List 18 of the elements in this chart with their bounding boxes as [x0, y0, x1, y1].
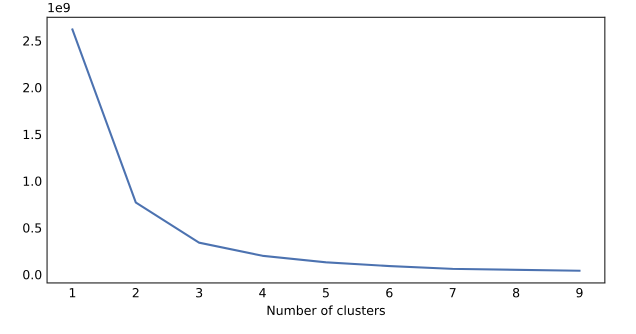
x-tick-label: 2 [132, 288, 139, 298]
y-tick-label: 1.0 [24, 176, 42, 186]
x-axis-title: Number of clusters [268, 305, 385, 316]
text: 1e9 [48, 2, 70, 12]
x-tick-label: 3 [196, 288, 202, 298]
y-tick-label: 2.5 [23, 36, 42, 46]
x-tick-label: 1 [70, 288, 76, 298]
x-tick-label: 9 [576, 288, 583, 298]
y-tick-label: 0.5 [23, 223, 42, 233]
x-tick-label: 7 [450, 288, 456, 298]
x-tick-label: 6 [386, 288, 393, 298]
line-series [71, 28, 581, 272]
y-tick-label: 2.0 [23, 82, 42, 92]
x-tick-label: 8 [512, 288, 520, 298]
y-tick-label: 1.5 [24, 130, 42, 140]
y-tick-label: 0.0 [23, 270, 42, 280]
x-tick-label: 4 [259, 288, 266, 298]
x-tick-label: 5 [322, 288, 329, 298]
